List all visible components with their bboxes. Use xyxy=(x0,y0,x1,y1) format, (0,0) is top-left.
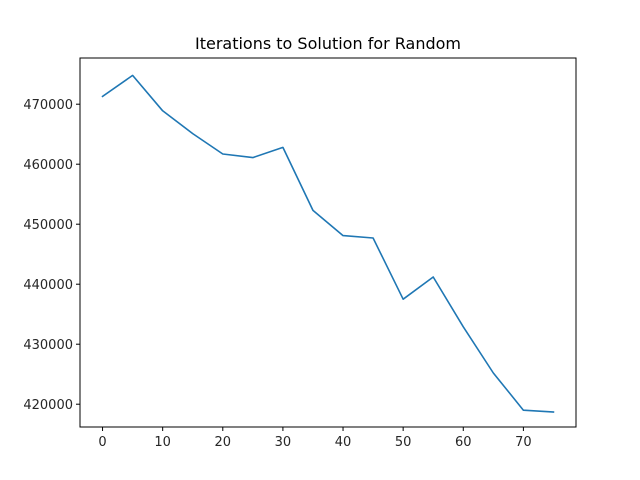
y-tick-label: 420000 xyxy=(23,398,73,413)
y-axis: 420000 430000 440000 450000 460000 470000 xyxy=(23,98,80,413)
plot-frame xyxy=(79,57,577,428)
x-tick-label: 50 xyxy=(395,435,412,450)
y-tick-label: 470000 xyxy=(23,98,73,113)
x-tick-label: 30 xyxy=(275,435,292,450)
x-tick-label: 60 xyxy=(455,435,472,450)
series-line xyxy=(101,74,555,413)
y-tick-label: 430000 xyxy=(23,338,73,353)
y-tick-label: 440000 xyxy=(23,278,73,293)
x-tick-label: 0 xyxy=(98,435,106,450)
x-axis: 0 10 20 30 40 50 60 70 xyxy=(98,427,532,450)
y-tick-label: 450000 xyxy=(23,218,73,233)
y-tick-label: 460000 xyxy=(23,158,73,173)
x-tick-label: 10 xyxy=(154,435,171,450)
plot-area xyxy=(101,74,555,413)
chart-title: Iterations to Solution for Random xyxy=(195,34,461,53)
x-tick-label: 40 xyxy=(335,435,352,450)
x-tick-label: 70 xyxy=(515,435,532,450)
x-tick-label: 20 xyxy=(215,435,232,450)
